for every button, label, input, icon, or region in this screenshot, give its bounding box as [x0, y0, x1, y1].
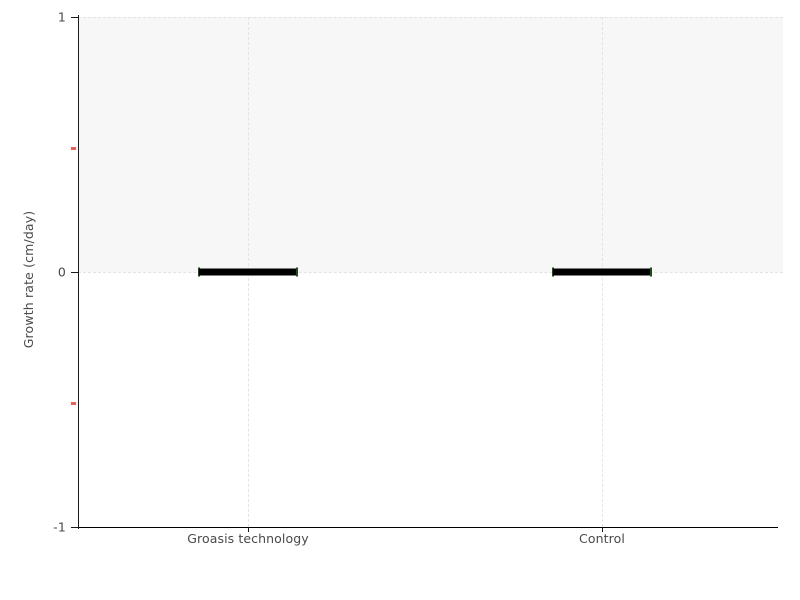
y-tick-major-neg1 — [71, 527, 79, 528]
x-tick-category-0 — [248, 527, 249, 532]
y-tick-major-0 — [71, 272, 79, 273]
gridline-horizontal-1 — [78, 17, 783, 18]
x-tick-category-1 — [602, 527, 603, 532]
y-tick-minor-neg0-5 — [71, 402, 76, 405]
gridline-horizontal-0 — [78, 272, 783, 273]
y-tick-major-1 — [71, 17, 79, 18]
plot-area-background — [78, 17, 783, 272]
data-marker-cap-right-1 — [650, 267, 652, 277]
data-marker-cap-right-0 — [296, 267, 298, 277]
data-marker-groasis-technology — [199, 268, 297, 276]
x-tick-label-control: Control — [579, 531, 625, 546]
x-axis-line — [78, 527, 778, 528]
y-tick-label-neg1: -1 — [53, 519, 66, 535]
y-tick-label-1: 1 — [57, 9, 66, 25]
y-tick-minor-0-5 — [71, 147, 76, 150]
y-tick-label-0: 0 — [57, 264, 66, 280]
x-tick-label-groasis-technology: Groasis technology — [187, 531, 309, 546]
data-marker-control — [553, 268, 651, 276]
y-axis-title: Growth rate (cm/day) — [21, 210, 36, 349]
